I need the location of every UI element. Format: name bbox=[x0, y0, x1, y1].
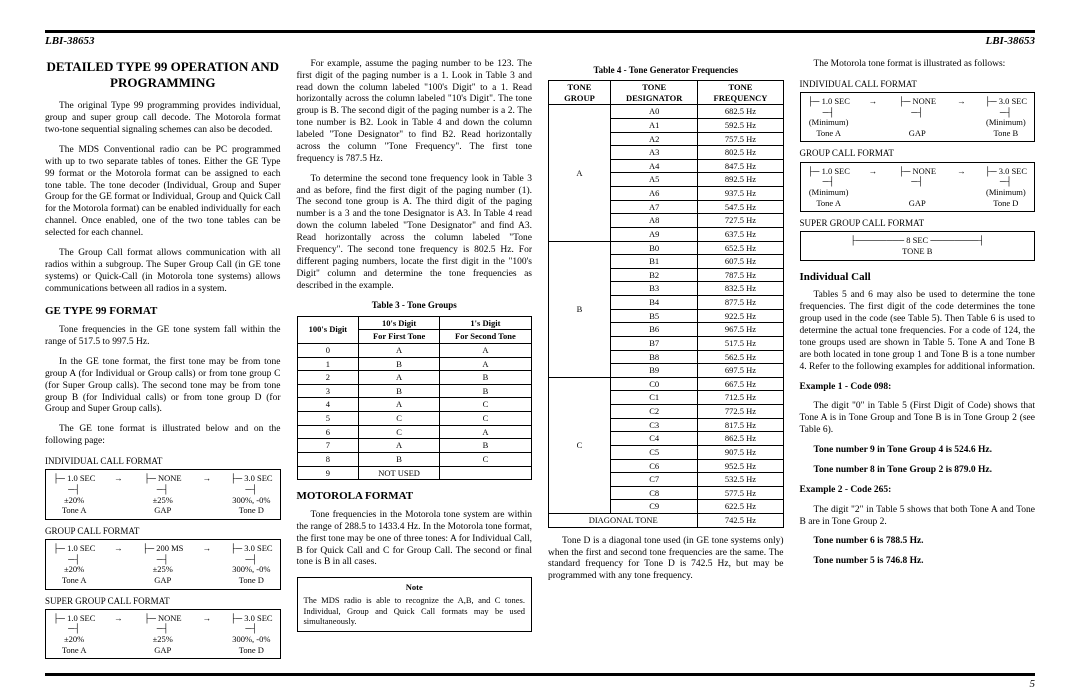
m-ind-box: ├─ 1.0 SEC ─┤├─ NONE ─┤├─ 3.0 SEC ─┤ (Mi… bbox=[800, 92, 1036, 143]
note-heading: Note bbox=[304, 582, 526, 593]
m-sgrp-box: ├──────── 8 SEC ────────┤ TONE B bbox=[800, 231, 1036, 260]
ge-ind-label: INDIVIDUAL CALL FORMAT bbox=[45, 456, 281, 467]
mot-p1: Tone frequencies in the Motorola tone sy… bbox=[297, 510, 533, 569]
ge-p3: The GE tone format is illustrated below … bbox=[45, 424, 281, 448]
ex2-b2: Tone number 5 is 746.8 Hz. bbox=[800, 556, 1036, 568]
page-footer: 5 bbox=[45, 673, 1035, 692]
col-2: For example, assume the paging number to… bbox=[297, 59, 533, 660]
ic-p1: Tables 5 and 6 may also be used to deter… bbox=[800, 290, 1036, 373]
ge-sgrp-box: ├─ 1.0 SEC ─┤├─ NONE ─┤├─ 3.0 SEC ─┤ ±20… bbox=[45, 609, 281, 660]
note-text: The MDS radio is able to recognize the A… bbox=[304, 595, 526, 627]
columns: DETAILED TYPE 99 OPERATION AND PROGRAMMI… bbox=[45, 59, 1035, 660]
ex2-p: The digit "2" in Table 5 shows that both… bbox=[800, 505, 1036, 529]
tone-d-note: Tone D is a diagonal tone used (in GE to… bbox=[548, 536, 784, 584]
ge-p1: Tone frequencies in the GE tone system f… bbox=[45, 325, 281, 349]
ex1-b2: Tone number 8 in Tone Group 2 is 879.0 H… bbox=[800, 465, 1036, 477]
example-p1: For example, assume the paging number to… bbox=[297, 59, 533, 166]
page-header: LBI-38653 LBI-38653 bbox=[45, 30, 1035, 49]
ge-grp-box: ├─ 1.0 SEC ─┤├─ 200 MS ─┤├─ 3.0 SEC ─┤ ±… bbox=[45, 539, 281, 590]
individual-call-h: Individual Call bbox=[800, 271, 1036, 285]
doc-id-right: LBI-38653 bbox=[986, 35, 1036, 49]
col-3: Table 4 - Tone Generator Frequencies TON… bbox=[548, 59, 784, 660]
example-p2: To determine the second tone frequency l… bbox=[297, 174, 533, 293]
ex1-p: The digit "0" in Table 5 (First Digit of… bbox=[800, 401, 1036, 437]
ge-sgrp-label: SUPER GROUP CALL FORMAT bbox=[45, 596, 281, 607]
ge-heading: GE TYPE 99 FORMAT bbox=[45, 305, 281, 319]
col-4: The Motorola tone format is illustrated … bbox=[800, 59, 1036, 660]
doc-id-left: LBI-38653 bbox=[45, 35, 95, 49]
m-grp-box: ├─ 1.0 SEC ─┤├─ NONE ─┤├─ 3.0 SEC ─┤ (Mi… bbox=[800, 162, 1036, 213]
intro-p1: The original Type 99 programming provide… bbox=[45, 101, 281, 137]
ge-p2: In the GE tone format, the first tone ma… bbox=[45, 357, 281, 416]
ex1-h: Example 1 - Code 098: bbox=[800, 382, 1036, 394]
ge-grp-label: GROUP CALL FORMAT bbox=[45, 526, 281, 537]
intro-p3: The Group Call format allows communicati… bbox=[45, 248, 281, 296]
table4: TONE GROUPTONE DESIGNATORTONE FREQUENCY … bbox=[548, 80, 784, 528]
main-title: DETAILED TYPE 99 OPERATION AND PROGRAMMI… bbox=[45, 59, 281, 92]
intro-p2: The MDS Conventional radio can be PC pro… bbox=[45, 145, 281, 240]
motorola-heading: MOTOROLA FORMAT bbox=[297, 490, 533, 504]
ex2-b1: Tone number 6 is 788.5 Hz. bbox=[800, 536, 1036, 548]
ge-ind-box: ├─ 1.0 SEC ─┤├─ NONE ─┤├─ 3.0 SEC ─┤ ±20… bbox=[45, 469, 281, 520]
ex2-h: Example 2 - Code 265: bbox=[800, 485, 1036, 497]
note-box: Note The MDS radio is able to recognize … bbox=[297, 577, 533, 632]
m-sgrp-label: SUPER GROUP CALL FORMAT bbox=[800, 218, 1036, 229]
page-number: 5 bbox=[1030, 678, 1036, 690]
ex1-b1: Tone number 9 in Tone Group 4 is 524.6 H… bbox=[800, 445, 1036, 457]
col-1: DETAILED TYPE 99 OPERATION AND PROGRAMMI… bbox=[45, 59, 281, 660]
table4-caption: Table 4 - Tone Generator Frequencies bbox=[548, 65, 784, 76]
m-grp-label: GROUP CALL FORMAT bbox=[800, 148, 1036, 159]
m-ind-label: INDIVIDUAL CALL FORMAT bbox=[800, 79, 1036, 90]
table3-caption: Table 3 - Tone Groups bbox=[297, 300, 533, 311]
table3: 100's Digit10's Digit1's Digit For First… bbox=[297, 316, 533, 481]
mot-p2: The Motorola tone format is illustrated … bbox=[800, 59, 1036, 71]
